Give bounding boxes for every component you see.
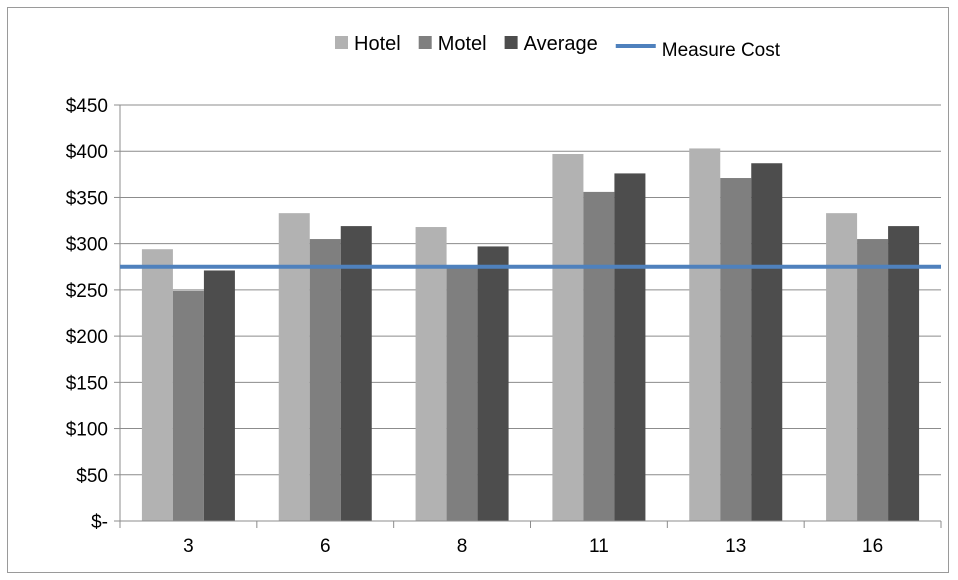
x-tick-label: 8 [457,536,468,557]
y-tick-label: $300 [66,235,108,256]
y-tick-label: $200 [66,327,108,348]
bar-average-13 [751,163,783,522]
y-tick-label: $- [91,512,108,533]
bar-average-6 [340,226,372,521]
bar-hotel-11 [552,153,584,522]
bar-hotel-3 [141,249,173,522]
bar-hotel-8 [415,227,447,521]
y-tick-label: $50 [76,466,108,487]
x-tick-label: 16 [862,536,883,557]
bar-motel-6 [309,239,341,522]
x-tick-label: 3 [183,536,194,557]
legend: Hotel Motel Average Measure Cost [335,33,781,61]
legend-swatch-hotel [335,36,348,49]
bar-hotel-6 [278,213,310,521]
x-tick-label: 11 [589,536,609,557]
bar-hotel-13 [689,148,721,521]
bar-motel-11 [583,191,615,522]
bar-average-16 [888,226,920,521]
y-tick-label: $450 [66,96,108,117]
y-tick-label: $100 [66,420,108,441]
y-tick-label: $350 [66,188,108,209]
tick-labels: $- $50 $100 $150 $200 $250 $300 $350 $400 $450 3 6 8… [66,96,883,557]
legend-label-measure-cost: Measure Cost [662,40,781,61]
bar-motel-8 [446,266,478,521]
bar-average-3 [203,270,235,521]
gridlines [120,104,941,476]
y-tick-label: $400 [66,142,108,163]
bar-average-8 [477,246,509,521]
legend-swatch-motel [418,36,432,49]
x-tick-label: 13 [725,536,746,557]
bar-average-11 [614,173,646,522]
y-tick-label: $250 [66,281,108,302]
legend-swatch-average [504,36,518,49]
bar-motel-13 [720,178,752,521]
y-tick-label: $150 [66,373,108,394]
bars [141,148,920,522]
legend-label-motel: Motel [438,33,487,55]
bar-hotel-16 [826,213,858,521]
x-tick-label: 6 [320,536,331,557]
bar-motel-3 [172,290,204,521]
bar-motel-16 [857,239,889,522]
legend-label-average: Average [524,33,598,55]
axes [114,104,942,528]
legend-label-hotel: Hotel [354,33,401,55]
